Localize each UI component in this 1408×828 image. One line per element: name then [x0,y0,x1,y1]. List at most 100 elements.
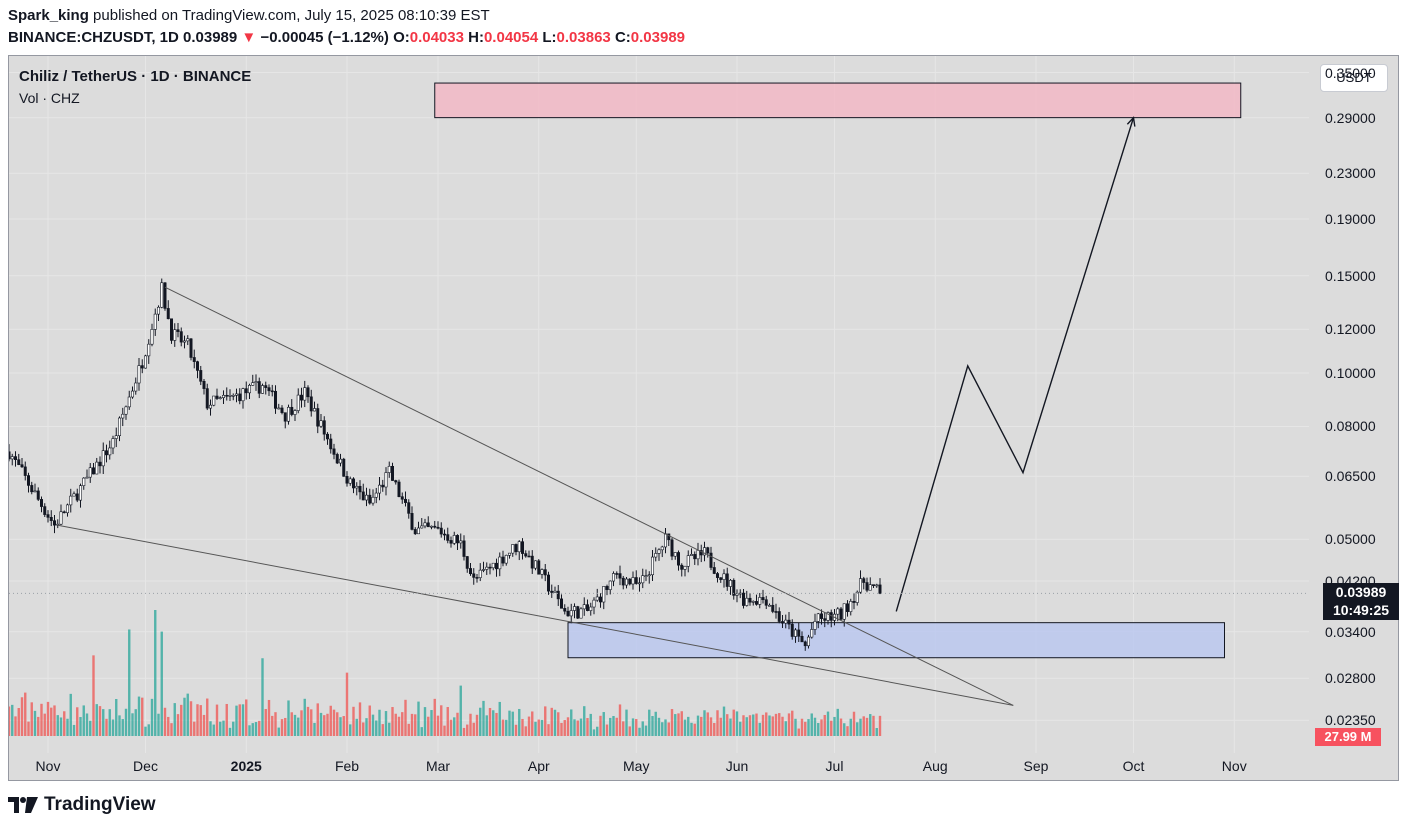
volume-bar [748,715,752,736]
volume-bar [137,696,141,736]
candle-body [231,395,235,397]
candle-body [166,308,170,320]
volume-bar [95,704,98,736]
candle-body [59,511,63,525]
candle-body [572,606,576,611]
volume-bar [524,726,527,736]
volume-bar [238,704,241,736]
candle-body [465,556,469,569]
volume-bar [505,719,508,736]
candle-body [277,407,281,410]
time-axis[interactable] [9,753,1398,780]
volume-bar [394,713,397,736]
volume-bar [719,717,722,736]
time-axis-tick: Mar [425,758,451,774]
candle-body [131,390,135,398]
volume-bar [147,724,150,736]
candle-body [261,385,265,394]
candle-body [803,641,807,647]
chart-frame[interactable]: Chiliz / TetherUS · 1D · BINANCE Vol · C… [8,55,1399,781]
candle-body [751,601,755,603]
price-pane[interactable]: Chiliz / TetherUS · 1D · BINANCE Vol · C… [9,56,1309,753]
candle-body [189,338,193,358]
volume-bar [222,720,225,736]
candle-body [387,466,391,473]
volume-bar [76,707,79,736]
volume-bar [521,718,524,736]
last-price-label: 0.03989 10:49:25 [1323,583,1399,621]
candle-body [462,540,466,557]
volume-bar [24,692,27,736]
candle-body [439,527,443,535]
chart-legend-title[interactable]: Chiliz / TetherUS · 1D · BINANCE [19,68,252,85]
volume-bar [375,720,378,736]
volume-bar [771,716,774,736]
volume-bar [553,709,557,736]
tradingview-footer[interactable]: TradingView [8,794,156,816]
candle-body [17,459,21,465]
candle-body [316,408,320,427]
candle-body [33,490,37,493]
volume-bar [765,712,768,736]
candle-body [150,329,154,345]
candle-body [147,343,151,357]
footer-brand: TradingView [44,794,156,815]
candle-body [39,499,43,507]
candle-body [605,586,609,590]
volume-bar [576,720,579,736]
candle-body [494,562,498,570]
candle-body [696,550,700,560]
candle-body [257,381,261,394]
volume-bar [609,717,612,736]
candle-body [810,629,814,638]
volume-bar [589,713,592,736]
candle-body [345,476,349,484]
volume-bar [228,727,232,736]
candle-body [235,393,239,396]
volume-bar [300,710,303,736]
volume-bar [843,723,846,736]
volume-bar [768,715,771,736]
currency-button[interactable]: USDT [1320,64,1388,92]
volume-bar [599,715,602,736]
volume-bar [134,709,137,736]
volume-bar [547,724,550,736]
candle-body [69,495,73,506]
candle-body [26,475,30,486]
candle-body [179,331,183,343]
candle-body [816,613,820,622]
volume-bar [193,721,196,736]
candle-body [413,529,417,535]
candle-body [780,621,784,624]
volume-bar [388,722,391,736]
volume-bar [128,629,131,736]
candle-body [709,552,713,568]
volume-bar [433,698,436,736]
candle-body [251,382,255,386]
candle-body [735,593,739,596]
candle-body [868,584,872,591]
volume-bar [498,701,501,736]
price-chart[interactable] [9,56,1309,753]
candle-body [491,562,495,569]
author-name[interactable]: Spark_king [8,7,89,24]
price-axis-tick: 0.23000 [1325,165,1376,182]
candle-body [595,596,599,601]
volume-bar [89,720,92,736]
candle-body [550,590,554,593]
candle-body [137,365,141,384]
candle-body [849,601,853,612]
volume-legend[interactable]: Vol · CHZ [19,90,80,106]
candle-body [624,578,628,586]
candle-body [845,603,849,612]
time-axis-tick: 2025 [230,758,262,774]
price-axis[interactable] [1309,56,1398,753]
candle-body [225,394,229,397]
candle-body [98,461,102,467]
volume-bar [14,716,17,736]
candle-body [689,554,693,556]
candle-body [514,544,518,553]
projection-path [895,117,1135,612]
tradingview-logo-icon [8,797,38,813]
volume-bar [651,716,654,736]
